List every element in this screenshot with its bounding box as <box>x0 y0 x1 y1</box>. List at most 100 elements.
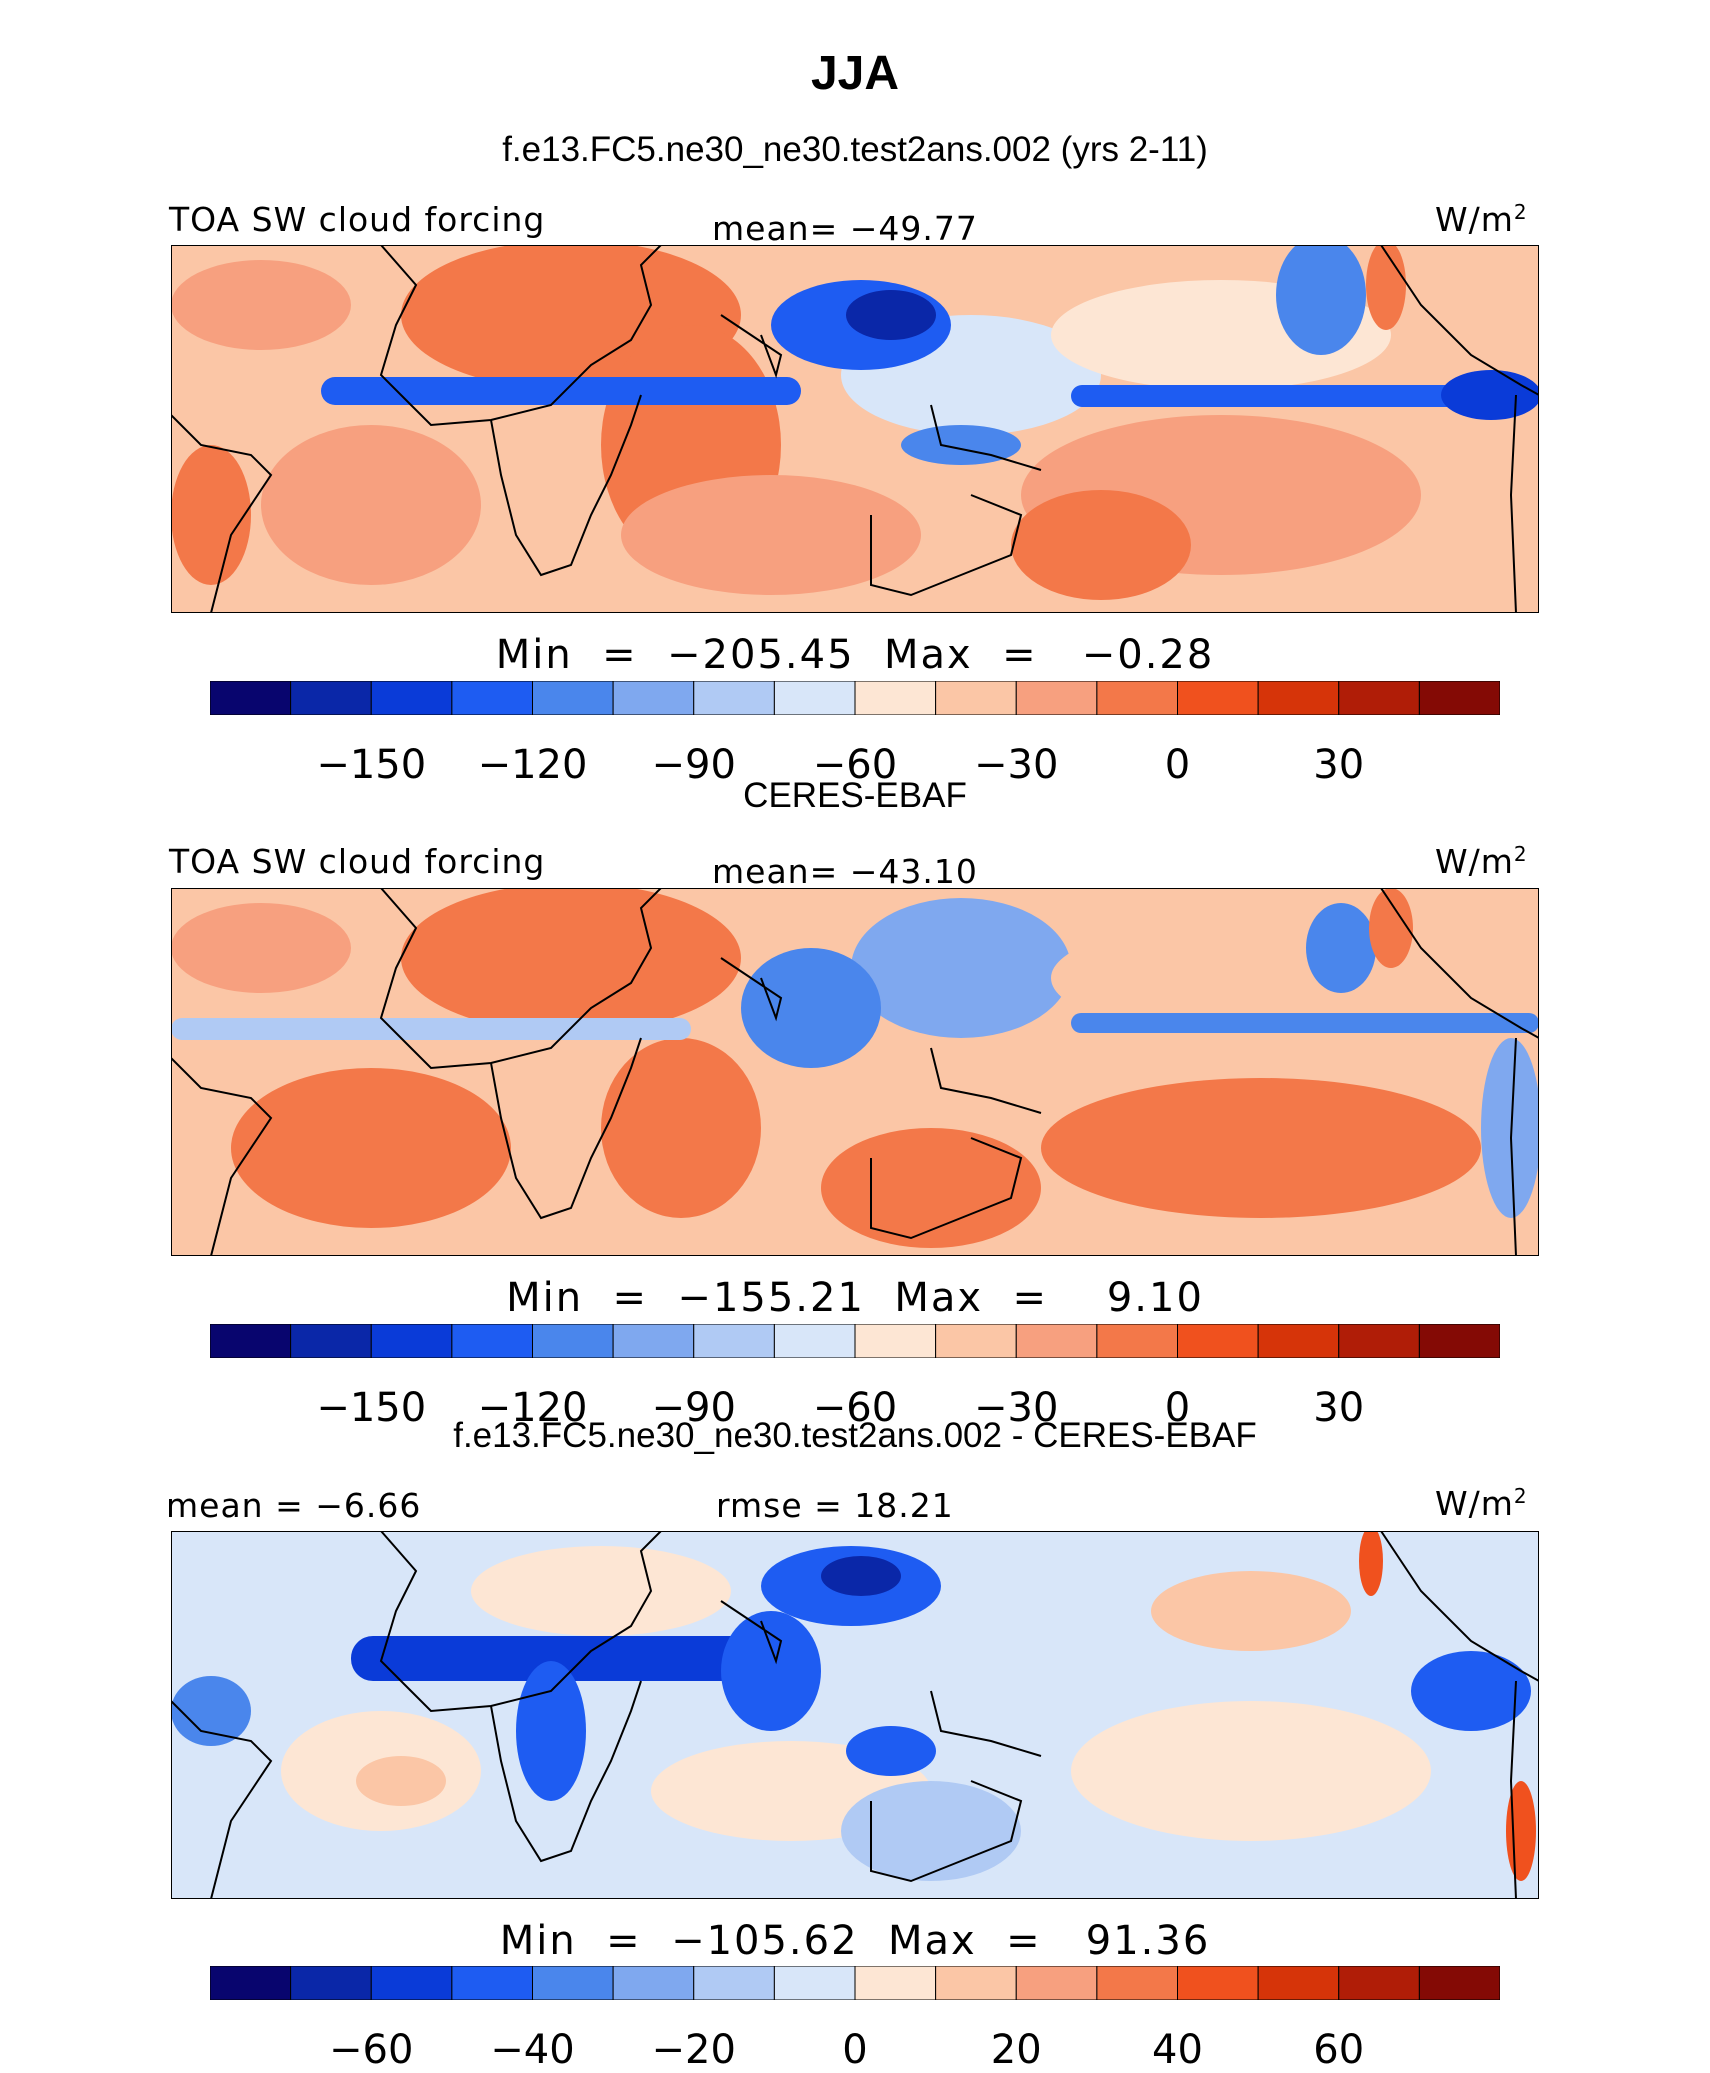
colorbar-swatch <box>1418 681 1500 715</box>
colorbar-swatch <box>1257 1324 1340 1358</box>
colorbar-swatch <box>1177 681 1259 715</box>
colorbar-swatch <box>1257 1966 1340 2000</box>
colorbar-tick-label: −20 <box>651 2027 736 2073</box>
colorbar-swatch <box>1096 1324 1178 1358</box>
colorbar-swatch <box>1015 681 1098 715</box>
colorbar-swatch <box>935 681 1017 715</box>
colorbar-swatch <box>1177 1324 1259 1358</box>
panel-diff-min-max: Min = −105.62 Max = 91.36 <box>499 1918 1211 1964</box>
field-patch <box>851 898 1071 1038</box>
colorbar-swatch <box>773 1966 856 2000</box>
colorbar-swatch <box>532 681 614 715</box>
colorbar-tick-label: 30 <box>1313 742 1365 788</box>
panel-diff-map <box>171 1531 1539 1899</box>
field-patch <box>821 1556 901 1596</box>
colorbar-swatch <box>693 681 775 715</box>
colorbar-swatch <box>935 1966 1017 2000</box>
colorbar-tick-label: 0 <box>1164 742 1191 788</box>
colorbar-swatch <box>854 681 937 715</box>
colorbar-swatch <box>1338 681 1420 715</box>
figure-title: JJA <box>810 47 900 100</box>
colorbar-swatch <box>1177 1966 1259 2000</box>
panel-obs-map <box>171 888 1539 1256</box>
panel-obs-mean-label: mean= −43.10 <box>712 852 978 891</box>
colorbar-swatch <box>854 1324 937 1358</box>
colorbar-tick-label: 40 <box>1152 2027 1203 2073</box>
field-band <box>1071 1013 1539 1033</box>
colorbar-tick-label: −150 <box>316 742 427 788</box>
panel-obs-colorbar <box>210 1324 1500 1358</box>
colorbar-swatch <box>1096 681 1178 715</box>
panel-model-variable-label: TOA SW cloud forcing <box>169 200 546 239</box>
colorbar-tick-label: −60 <box>812 742 898 788</box>
field-patch <box>1411 1651 1531 1731</box>
colorbar-tick-label: 20 <box>990 2027 1042 2073</box>
coastlines <box>171 245 1539 613</box>
field-patch <box>401 888 741 1033</box>
colorbar-tick-label: −90 <box>651 1385 736 1431</box>
field-patch <box>841 1781 1021 1881</box>
colorbar-swatch <box>693 1966 775 2000</box>
field-patch <box>1011 490 1191 600</box>
field-band <box>171 1018 691 1040</box>
colorbar-swatch <box>1418 1966 1500 2000</box>
panel-model-map <box>171 245 1539 613</box>
colorbar-swatch <box>370 681 453 715</box>
field-patch <box>721 1611 821 1731</box>
colorbar-swatch <box>290 1966 372 2000</box>
colorbar-swatch <box>1015 1966 1098 2000</box>
panel-model-colorbar <box>210 681 1500 715</box>
case-subtitle: f.e13.FC5.ne30_ne30.test2ans.002 (yrs 2-… <box>502 130 1208 169</box>
field-patch <box>231 1068 511 1228</box>
field-patch <box>1306 903 1376 993</box>
panel-obs-header: CERES-EBAF <box>743 776 967 815</box>
panel-obs-min-max: Min = −155.21 Max = 9.10 <box>506 1275 1204 1321</box>
colorbar-tick-label: −120 <box>477 1385 588 1431</box>
colorbar-swatch <box>693 1324 775 1358</box>
colorbar-swatch <box>854 1966 937 2000</box>
field-patch <box>356 1756 446 1806</box>
field-patch <box>1051 923 1391 1033</box>
field-patch <box>1071 1701 1431 1841</box>
field-patch <box>261 425 481 585</box>
field-patch <box>171 1676 251 1746</box>
colorbar-swatch <box>1418 1324 1500 1358</box>
colorbar-swatch <box>773 1324 856 1358</box>
panel-model-mean-label: mean= −49.77 <box>712 209 978 248</box>
field-band <box>321 377 801 405</box>
panel-diff-units: W/m2 <box>1435 1484 1528 1523</box>
panel-diff-mean-label: mean = −6.66 <box>166 1486 422 1525</box>
panel-diff-rmse-label: rmse = 18.21 <box>716 1486 954 1525</box>
panel-obs-units: W/m2 <box>1435 842 1528 881</box>
colorbar-swatch <box>1257 681 1340 715</box>
colorbar-tick-label: −30 <box>974 1385 1059 1431</box>
field-patch <box>171 445 251 585</box>
colorbar-tick-label: 30 <box>1313 1385 1365 1431</box>
field-patch <box>846 1726 936 1776</box>
colorbar-swatch <box>1015 1324 1098 1358</box>
colorbar-swatch <box>370 1324 453 1358</box>
field-patch <box>1369 888 1413 968</box>
panel-obs-variable-label: TOA SW cloud forcing <box>169 842 546 881</box>
field-band <box>351 1636 801 1681</box>
colorbar-swatch <box>1338 1966 1420 2000</box>
field-patch <box>821 1128 1041 1248</box>
field-patch <box>1276 245 1366 355</box>
field-patch <box>1506 1781 1536 1881</box>
colorbar-swatch <box>290 1324 372 1358</box>
colorbar-tick-label: −30 <box>974 742 1059 788</box>
field-patch <box>621 475 921 595</box>
colorbar-tick-label: 0 <box>842 2027 868 2073</box>
coastlines <box>171 1531 1539 1899</box>
colorbar-swatch <box>773 681 856 715</box>
colorbar-swatch <box>210 681 292 715</box>
colorbar-swatch <box>532 1966 614 2000</box>
colorbar-swatch <box>1096 1966 1178 2000</box>
colorbar-swatch <box>935 1324 1017 1358</box>
colorbar-swatch <box>451 1966 533 2000</box>
field-patch <box>1041 1078 1481 1218</box>
colorbar-swatch <box>1338 1324 1420 1358</box>
panel-diff-header: f.e13.FC5.ne30_ne30.test2ans.002 - CERES… <box>453 1416 1257 1455</box>
field-patch <box>1481 1038 1539 1218</box>
colorbar-tick-label: −150 <box>316 1385 427 1431</box>
